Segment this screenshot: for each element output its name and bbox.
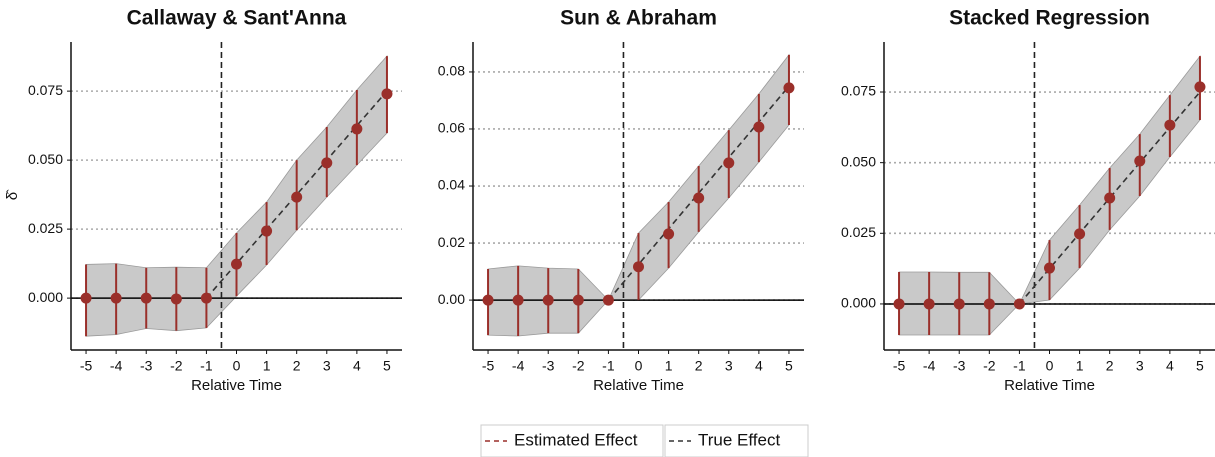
point bbox=[482, 294, 494, 306]
point bbox=[1164, 119, 1176, 131]
point bbox=[663, 228, 675, 240]
x-axis-label: Relative Time bbox=[191, 377, 282, 394]
y-tick-label: 0.075 bbox=[28, 82, 63, 98]
x-tick-label: -3 bbox=[953, 358, 966, 374]
point bbox=[753, 121, 765, 133]
x-tick-label: 3 bbox=[725, 358, 733, 374]
legend: Estimated Effect True Effect bbox=[480, 424, 809, 457]
panel-title: Callaway & Sant'Anna bbox=[127, 7, 347, 30]
x-tick-label: -2 bbox=[170, 358, 183, 374]
legend-box bbox=[480, 424, 664, 457]
x-tick-label: -1 bbox=[1013, 358, 1026, 374]
point bbox=[231, 258, 242, 270]
x-tick-label: -5 bbox=[893, 358, 906, 374]
x-tick-label: -3 bbox=[140, 358, 153, 374]
y-tick-label: 0.000 bbox=[28, 289, 63, 305]
point bbox=[602, 294, 614, 306]
point bbox=[693, 192, 705, 204]
point bbox=[923, 298, 935, 310]
x-tick-label: 5 bbox=[1196, 358, 1204, 374]
x-tick-label: 2 bbox=[293, 358, 301, 374]
y-tick-label: 0.025 bbox=[841, 224, 876, 240]
point bbox=[321, 157, 333, 169]
x-tick-label: 1 bbox=[1076, 358, 1084, 374]
point bbox=[1134, 155, 1146, 167]
point bbox=[351, 123, 363, 135]
point bbox=[200, 292, 212, 304]
x-tick-label: -4 bbox=[512, 358, 525, 374]
x-tick-label: -5 bbox=[482, 358, 495, 374]
y-tick-label: 0.02 bbox=[438, 234, 465, 250]
point bbox=[512, 294, 524, 306]
panel-title: Stacked Regression bbox=[949, 7, 1150, 30]
y-tick-label: 0.08 bbox=[438, 63, 465, 79]
x-tick-label: 0 bbox=[635, 358, 643, 374]
point bbox=[953, 298, 965, 310]
x-tick-label: -1 bbox=[200, 358, 213, 374]
y-tick-label: 0.050 bbox=[28, 151, 63, 167]
point bbox=[170, 293, 182, 305]
y-axis-label: δ̂ bbox=[4, 189, 21, 200]
legend-label: True Effect bbox=[698, 430, 780, 449]
y-tick-label: 0.06 bbox=[438, 120, 465, 136]
point bbox=[542, 294, 554, 306]
point bbox=[80, 292, 92, 304]
point bbox=[983, 298, 995, 310]
y-tick-label: 0.00 bbox=[438, 291, 465, 307]
y-tick-label: 0.075 bbox=[841, 83, 876, 99]
x-axis-label: Relative Time bbox=[593, 377, 684, 394]
x-tick-label: 0 bbox=[1046, 358, 1054, 374]
point bbox=[633, 261, 644, 273]
x-tick-label: 3 bbox=[323, 358, 331, 374]
x-tick-label: 4 bbox=[1166, 358, 1174, 374]
panel: Sun & Abraham 0.00 0.02 0.04 0.06 0.08 -5 -4 -3 -… bbox=[438, 7, 804, 394]
x-tick-label: -1 bbox=[602, 358, 615, 374]
point bbox=[723, 157, 735, 169]
point bbox=[893, 298, 905, 310]
point bbox=[291, 191, 303, 203]
x-tick-label: 1 bbox=[263, 358, 271, 374]
point bbox=[381, 88, 393, 100]
x-tick-label: -3 bbox=[542, 358, 555, 374]
x-tick-label: 2 bbox=[695, 358, 703, 374]
panel: Callaway & Sant'Anna 0.000 0.025 0.050 0.075… bbox=[4, 7, 402, 394]
point bbox=[110, 292, 122, 304]
y-tick-label: 0.025 bbox=[28, 220, 63, 236]
x-tick-label: 5 bbox=[383, 358, 391, 374]
x-tick-label: -5 bbox=[80, 358, 93, 374]
x-tick-label: 2 bbox=[1106, 358, 1114, 374]
x-tick-label: -2 bbox=[983, 358, 996, 374]
x-tick-label: -4 bbox=[110, 358, 123, 374]
legend-label: Estimated Effect bbox=[514, 430, 638, 449]
panel: Stacked Regression 0.000 0.025 0.050 0.075 -5… bbox=[841, 7, 1215, 394]
x-axis-label: Relative Time bbox=[1004, 377, 1095, 394]
y-tick-label: 0.04 bbox=[438, 177, 465, 193]
x-tick-label: -4 bbox=[923, 358, 936, 374]
point bbox=[1044, 262, 1055, 274]
point bbox=[1194, 81, 1206, 93]
x-tick-label: 5 bbox=[785, 358, 793, 374]
x-tick-label: -2 bbox=[572, 358, 585, 374]
point bbox=[1013, 298, 1025, 310]
point bbox=[140, 292, 152, 304]
y-tick-label: 0.050 bbox=[841, 153, 876, 169]
point bbox=[783, 82, 795, 94]
point bbox=[1104, 192, 1116, 204]
x-tick-label: 3 bbox=[1136, 358, 1144, 374]
point bbox=[261, 225, 273, 237]
point bbox=[1074, 228, 1086, 240]
y-tick-label: 0.000 bbox=[841, 295, 876, 311]
x-tick-label: 1 bbox=[665, 358, 673, 374]
x-tick-label: 0 bbox=[233, 358, 241, 374]
x-tick-label: 4 bbox=[353, 358, 361, 374]
x-tick-label: 4 bbox=[755, 358, 763, 374]
point bbox=[572, 294, 584, 306]
panel-title: Sun & Abraham bbox=[560, 7, 717, 30]
